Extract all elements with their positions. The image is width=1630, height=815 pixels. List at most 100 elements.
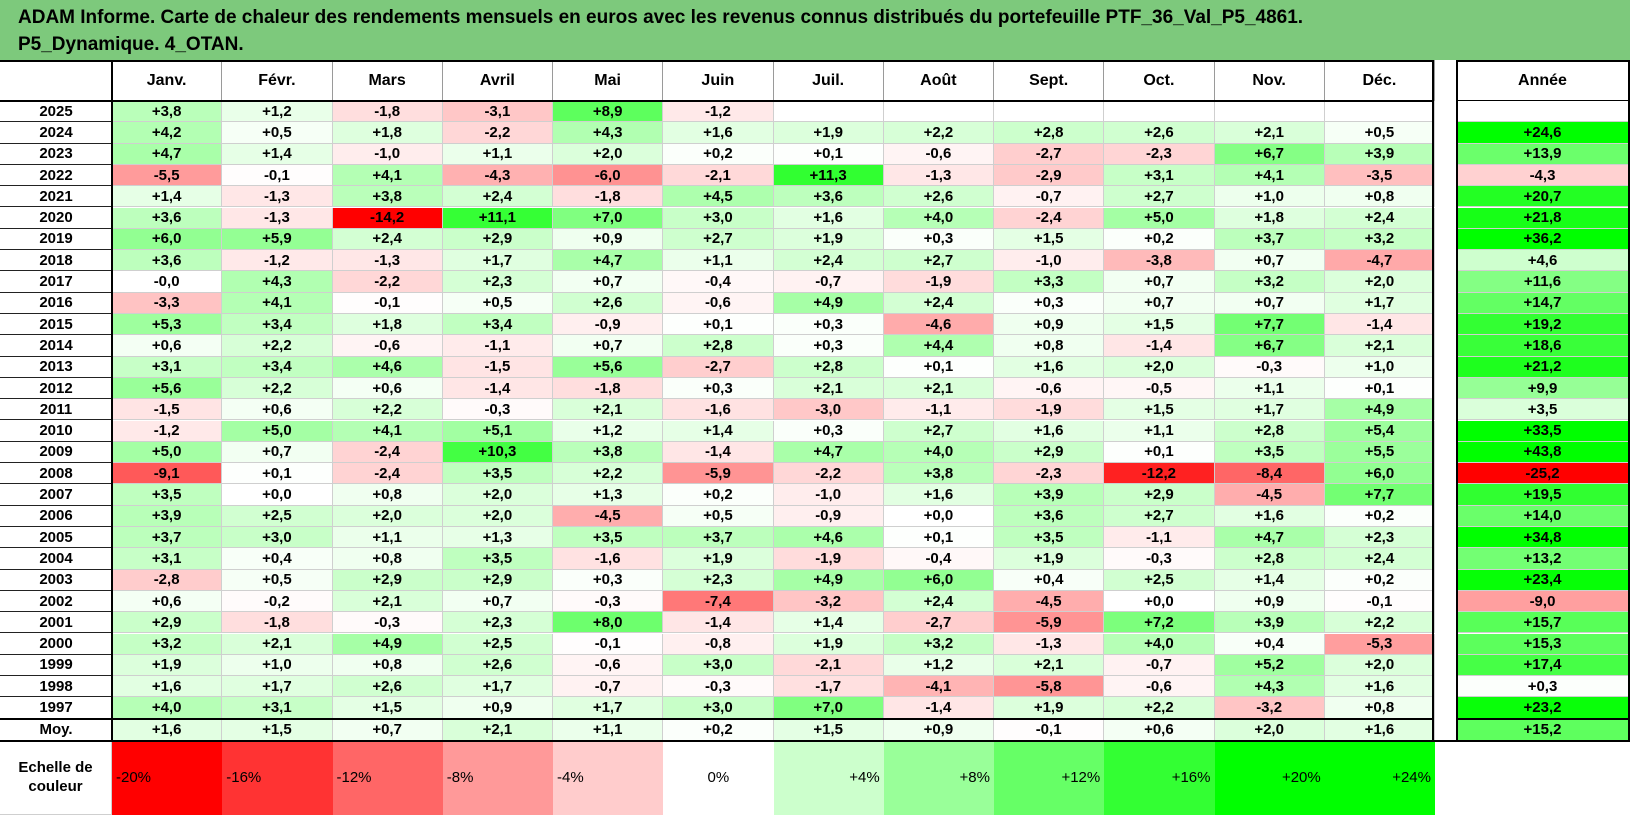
heatmap-cell: +6,0 — [883, 569, 994, 591]
heatmap-cell: +4,4 — [883, 335, 994, 357]
heatmap-cell: +2,4 — [773, 250, 884, 272]
heatmap-cell: +3,5 — [994, 527, 1105, 549]
heatmap-cell: -5,5 — [112, 164, 223, 187]
heatmap-cell: -0,1 — [553, 633, 664, 655]
heatmap-cell: -1,4 — [1324, 314, 1435, 336]
color-scale-step: +4% — [773, 740, 884, 815]
heatmap-cell: +3,8 — [332, 186, 443, 208]
heatmap-cell: +3,9 — [112, 505, 223, 527]
heatmap-cell: -0,3 — [1214, 356, 1325, 378]
heatmap-cell: +4,0 — [883, 207, 994, 229]
heatmap-cell: +2,0 — [442, 484, 553, 506]
heatmap-cell: +2,9 — [112, 612, 223, 634]
row-year-label: 2010 — [0, 421, 112, 442]
heatmap-cell: +3,3 — [994, 271, 1105, 293]
heatmap-cell: -3,1 — [442, 101, 553, 123]
heatmap-cell: +0,7 — [222, 441, 333, 464]
heatmap-cell: +4,1 — [222, 292, 333, 314]
heatmap-cell: +3,2 — [1214, 271, 1325, 293]
heatmap-cell: -1,9 — [994, 399, 1105, 421]
heatmap-cell: +11,1 — [442, 207, 553, 229]
grid-border-line — [1456, 60, 1630, 62]
row-year-label: 2011 — [0, 399, 112, 421]
heatmap-cell: +0,6 — [332, 377, 443, 400]
heatmap-cell: +1,4 — [222, 143, 333, 165]
year-total-cell: +13,2 — [1456, 548, 1630, 570]
year-total-cell: +43,8 — [1456, 441, 1630, 464]
heatmap-cell: +3,9 — [994, 484, 1105, 506]
year-total-cell: +24,6 — [1456, 122, 1630, 144]
heatmap-cell: +1,6 — [1324, 676, 1435, 698]
heatmap-cell: +0,9 — [442, 697, 553, 719]
year-header-corner — [0, 60, 112, 101]
heatmap-cell: +1,1 — [1104, 420, 1215, 442]
heatmap-cell: -5,9 — [663, 463, 774, 485]
heatmap-cell: +2,2 — [222, 335, 333, 357]
average-cell: +2,1 — [442, 718, 553, 741]
heatmap-cell: +6,0 — [112, 228, 223, 251]
year-total-cell: +0,3 — [1456, 676, 1630, 698]
heatmap-cell: -1,3 — [222, 186, 333, 208]
heatmap-cell: +3,5 — [442, 463, 553, 485]
heatmap-cell: +2,9 — [332, 569, 443, 591]
average-cell: +0,9 — [883, 718, 994, 741]
heatmap-cell: +0,1 — [883, 356, 994, 378]
heatmap-cell: +2,0 — [1324, 271, 1435, 293]
heatmap-cell: +0,7 — [1104, 271, 1215, 293]
heatmap-cell: -2,1 — [663, 164, 774, 187]
year-total-cell: +11,6 — [1456, 271, 1630, 293]
heatmap-cell: -3,8 — [1104, 250, 1215, 272]
year-total-cell: -9,0 — [1456, 590, 1630, 613]
heatmap-cell: -0,8 — [663, 633, 774, 655]
grid-border-line — [1456, 60, 1458, 741]
heatmap-cell: -6,0 — [553, 164, 664, 187]
heatmap-cell: -4,6 — [883, 314, 994, 336]
heatmap-cell: +3,5 — [553, 527, 664, 549]
heatmap-cell: +4,3 — [553, 122, 664, 144]
grid-border-line — [1456, 100, 1630, 101]
heatmap-cell: +0,2 — [1324, 505, 1435, 527]
heatmap-cell: +5,6 — [553, 356, 664, 378]
heatmap-cell: +4,7 — [112, 143, 223, 165]
heatmap-cell: +3,2 — [883, 633, 994, 655]
heatmap-cell: -0,3 — [332, 612, 443, 634]
heatmap-cell: +3,1 — [112, 548, 223, 570]
heatmap-cell: +3,1 — [112, 356, 223, 378]
heatmap-cell: -0,1 — [1324, 590, 1435, 613]
heatmap-cell: +2,1 — [773, 377, 884, 400]
month-header: Juin — [663, 60, 774, 101]
grid-border-line — [0, 717, 1434, 720]
heatmap-cell: +2,1 — [332, 590, 443, 613]
heatmap-cell: +1,2 — [222, 101, 333, 123]
heatmap-cell: +4,9 — [773, 569, 884, 591]
heatmap-cell: +0,1 — [773, 143, 884, 165]
year-total-cell: +14,0 — [1456, 505, 1630, 527]
heatmap-cell: -1,1 — [442, 335, 553, 357]
heatmap-cell: -1,8 — [553, 186, 664, 208]
heatmap-cell: +5,5 — [1324, 441, 1435, 464]
heatmap-cell: +1,6 — [663, 122, 774, 144]
heatmap-cell: +7,0 — [553, 207, 664, 229]
year-total-cell: +23,2 — [1456, 697, 1630, 719]
color-scale-step: +8% — [883, 740, 994, 815]
heatmap-cell: -2,4 — [994, 207, 1105, 229]
heatmap-cell: -2,4 — [332, 441, 443, 464]
heatmap-cell: -1,0 — [773, 484, 884, 506]
heatmap-cell: +3,4 — [222, 356, 333, 378]
heatmap-cell: +4,7 — [773, 441, 884, 464]
heatmap-cell: +5,9 — [222, 228, 333, 251]
heatmap-cell: -0,6 — [663, 292, 774, 314]
color-scale-step: +24% — [1324, 740, 1435, 815]
heatmap-cell: +0,7 — [553, 271, 664, 293]
heatmap-cell: -3,0 — [773, 399, 884, 421]
heatmap-cell: -0,6 — [1104, 676, 1215, 698]
heatmap-cell: -0,3 — [553, 590, 664, 613]
color-scale-step: +16% — [1104, 740, 1215, 815]
heatmap-cell: +1,8 — [1214, 207, 1325, 229]
heatmap-cell: -0,0 — [112, 271, 223, 293]
heatmap-cell: +3,0 — [222, 527, 333, 549]
row-year-label: 2025 — [0, 101, 112, 123]
color-scale-step: +12% — [994, 740, 1105, 815]
year-total-cell — [1456, 101, 1630, 123]
